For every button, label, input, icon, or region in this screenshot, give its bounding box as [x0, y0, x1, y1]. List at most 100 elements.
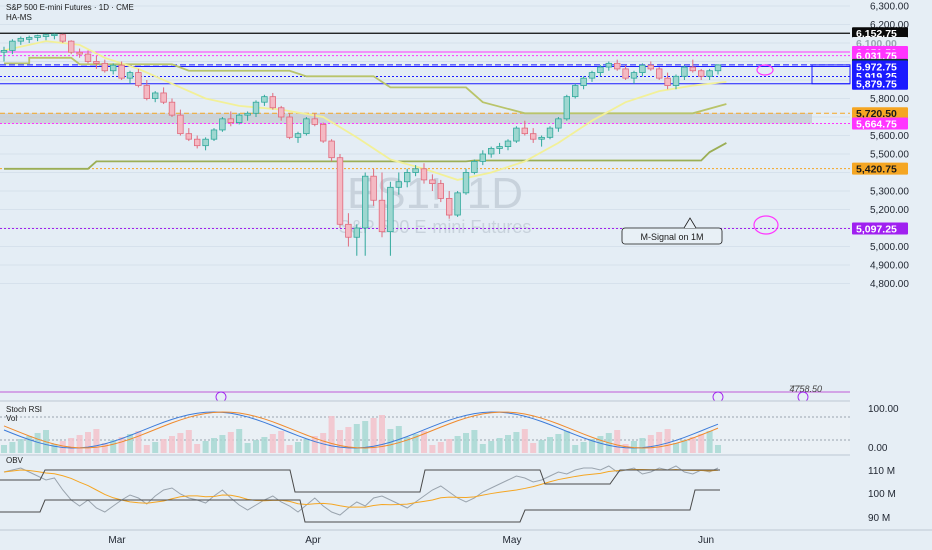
watermark-name: S&P 500 E-mini Futures	[339, 217, 532, 237]
candle-body	[193, 138, 201, 147]
candle-body	[118, 64, 125, 79]
volume-bar	[404, 437, 411, 453]
candle-body	[235, 114, 243, 123]
candle-body	[639, 64, 646, 73]
volume-bar	[135, 431, 142, 453]
volume-bar	[379, 415, 385, 453]
candle-body	[572, 85, 579, 98]
volume-bar	[639, 438, 646, 453]
volume-bar	[320, 433, 327, 453]
candle-body	[513, 127, 520, 142]
candle-body	[185, 133, 192, 140]
candle-body	[202, 138, 209, 147]
volume-bar	[547, 437, 553, 453]
month-label: Mar	[108, 535, 126, 546]
volume-bar	[85, 432, 91, 453]
candle-body	[588, 72, 596, 79]
price-tick-label: 5,300.00	[870, 187, 909, 198]
candle-body	[403, 172, 411, 183]
volume-bar	[17, 439, 24, 453]
callout-box	[621, 227, 723, 245]
volume-bar	[118, 437, 125, 453]
candle-body	[68, 40, 75, 53]
volume-bar	[253, 440, 259, 453]
candle-body	[59, 34, 66, 42]
obv-upper-channel	[0, 469, 720, 493]
candle-body	[311, 118, 318, 125]
price-tick-label: 4,900.00	[870, 261, 909, 272]
volume-bar	[227, 432, 234, 453]
volume-bar	[656, 432, 663, 453]
obv-tick-label: 100 M	[868, 489, 896, 500]
chart-title: S&P 500 E-mini Futures · 1D · CME	[6, 3, 134, 12]
volume-bar	[194, 444, 201, 453]
volume-bar	[143, 445, 150, 453]
candle-body	[504, 140, 512, 148]
candle-body	[286, 116, 293, 138]
candle-body	[361, 175, 369, 229]
price-label-text: 5,879.75	[856, 79, 897, 91]
gray-zone	[0, 113, 812, 124]
price-label-text: 5,664.75	[856, 118, 897, 130]
stoch-tick-label: 0.00	[868, 443, 888, 454]
month-label: Jun	[698, 535, 714, 546]
candle-body	[370, 175, 377, 201]
volume-bar	[446, 439, 453, 453]
volume-bar	[51, 444, 58, 453]
circle-marker	[753, 215, 779, 235]
low-marker-text: 4758.50	[789, 384, 822, 394]
candle-body	[277, 107, 285, 118]
obv-label: OBV	[6, 456, 24, 465]
price-label-text: 5,420.75	[856, 163, 897, 175]
volume-bar	[698, 434, 705, 453]
obv-tick-label: 90 M	[868, 513, 890, 524]
candle-body	[530, 133, 537, 140]
volume-bar	[202, 441, 209, 453]
obv-tick-label: 110 M	[868, 466, 895, 477]
volume-bar	[505, 435, 511, 453]
volume-bar	[370, 418, 377, 453]
volume-bar	[26, 436, 33, 453]
price-label-bg	[852, 77, 908, 90]
candle-body	[420, 168, 428, 181]
volume-bar	[261, 437, 268, 453]
candle-body	[93, 61, 100, 64]
price-label-bg	[852, 107, 908, 120]
candle-body	[319, 124, 327, 142]
candle-body	[714, 64, 722, 72]
obv-lower-channel	[0, 489, 720, 523]
volume-bar	[631, 441, 637, 453]
candle-body	[681, 66, 688, 77]
candle-body	[244, 112, 251, 116]
volume-bar	[76, 435, 83, 453]
candle-body	[706, 70, 713, 77]
candle-body	[487, 148, 495, 155]
vol-label: Vol	[6, 414, 17, 423]
volume-bar	[9, 442, 16, 453]
candle-body	[34, 35, 41, 38]
candle-body	[336, 157, 344, 225]
candle-body	[294, 133, 302, 138]
month-label: Apr	[305, 535, 321, 546]
volume-bar	[362, 421, 369, 453]
candle-body	[151, 92, 159, 99]
volume-bar	[647, 435, 654, 453]
price-label-bg	[852, 162, 908, 175]
candle-body	[345, 223, 352, 238]
volume-bar	[295, 442, 301, 453]
volume-bar	[530, 443, 537, 453]
volume-bar	[311, 436, 318, 453]
price-tick-label: 6,300.00	[870, 2, 909, 13]
price-label-text: 5,097.25	[856, 223, 897, 235]
volume-bar	[421, 431, 427, 453]
volume-bar	[160, 439, 167, 453]
candle-body	[496, 146, 503, 149]
candle-body	[84, 53, 92, 62]
volume-bar	[488, 441, 495, 453]
candle-body	[76, 51, 83, 55]
candle-body	[261, 96, 268, 103]
stoch-label: Stoch RSI	[6, 405, 42, 414]
volume-bar	[580, 442, 587, 453]
candle-body	[227, 118, 234, 123]
